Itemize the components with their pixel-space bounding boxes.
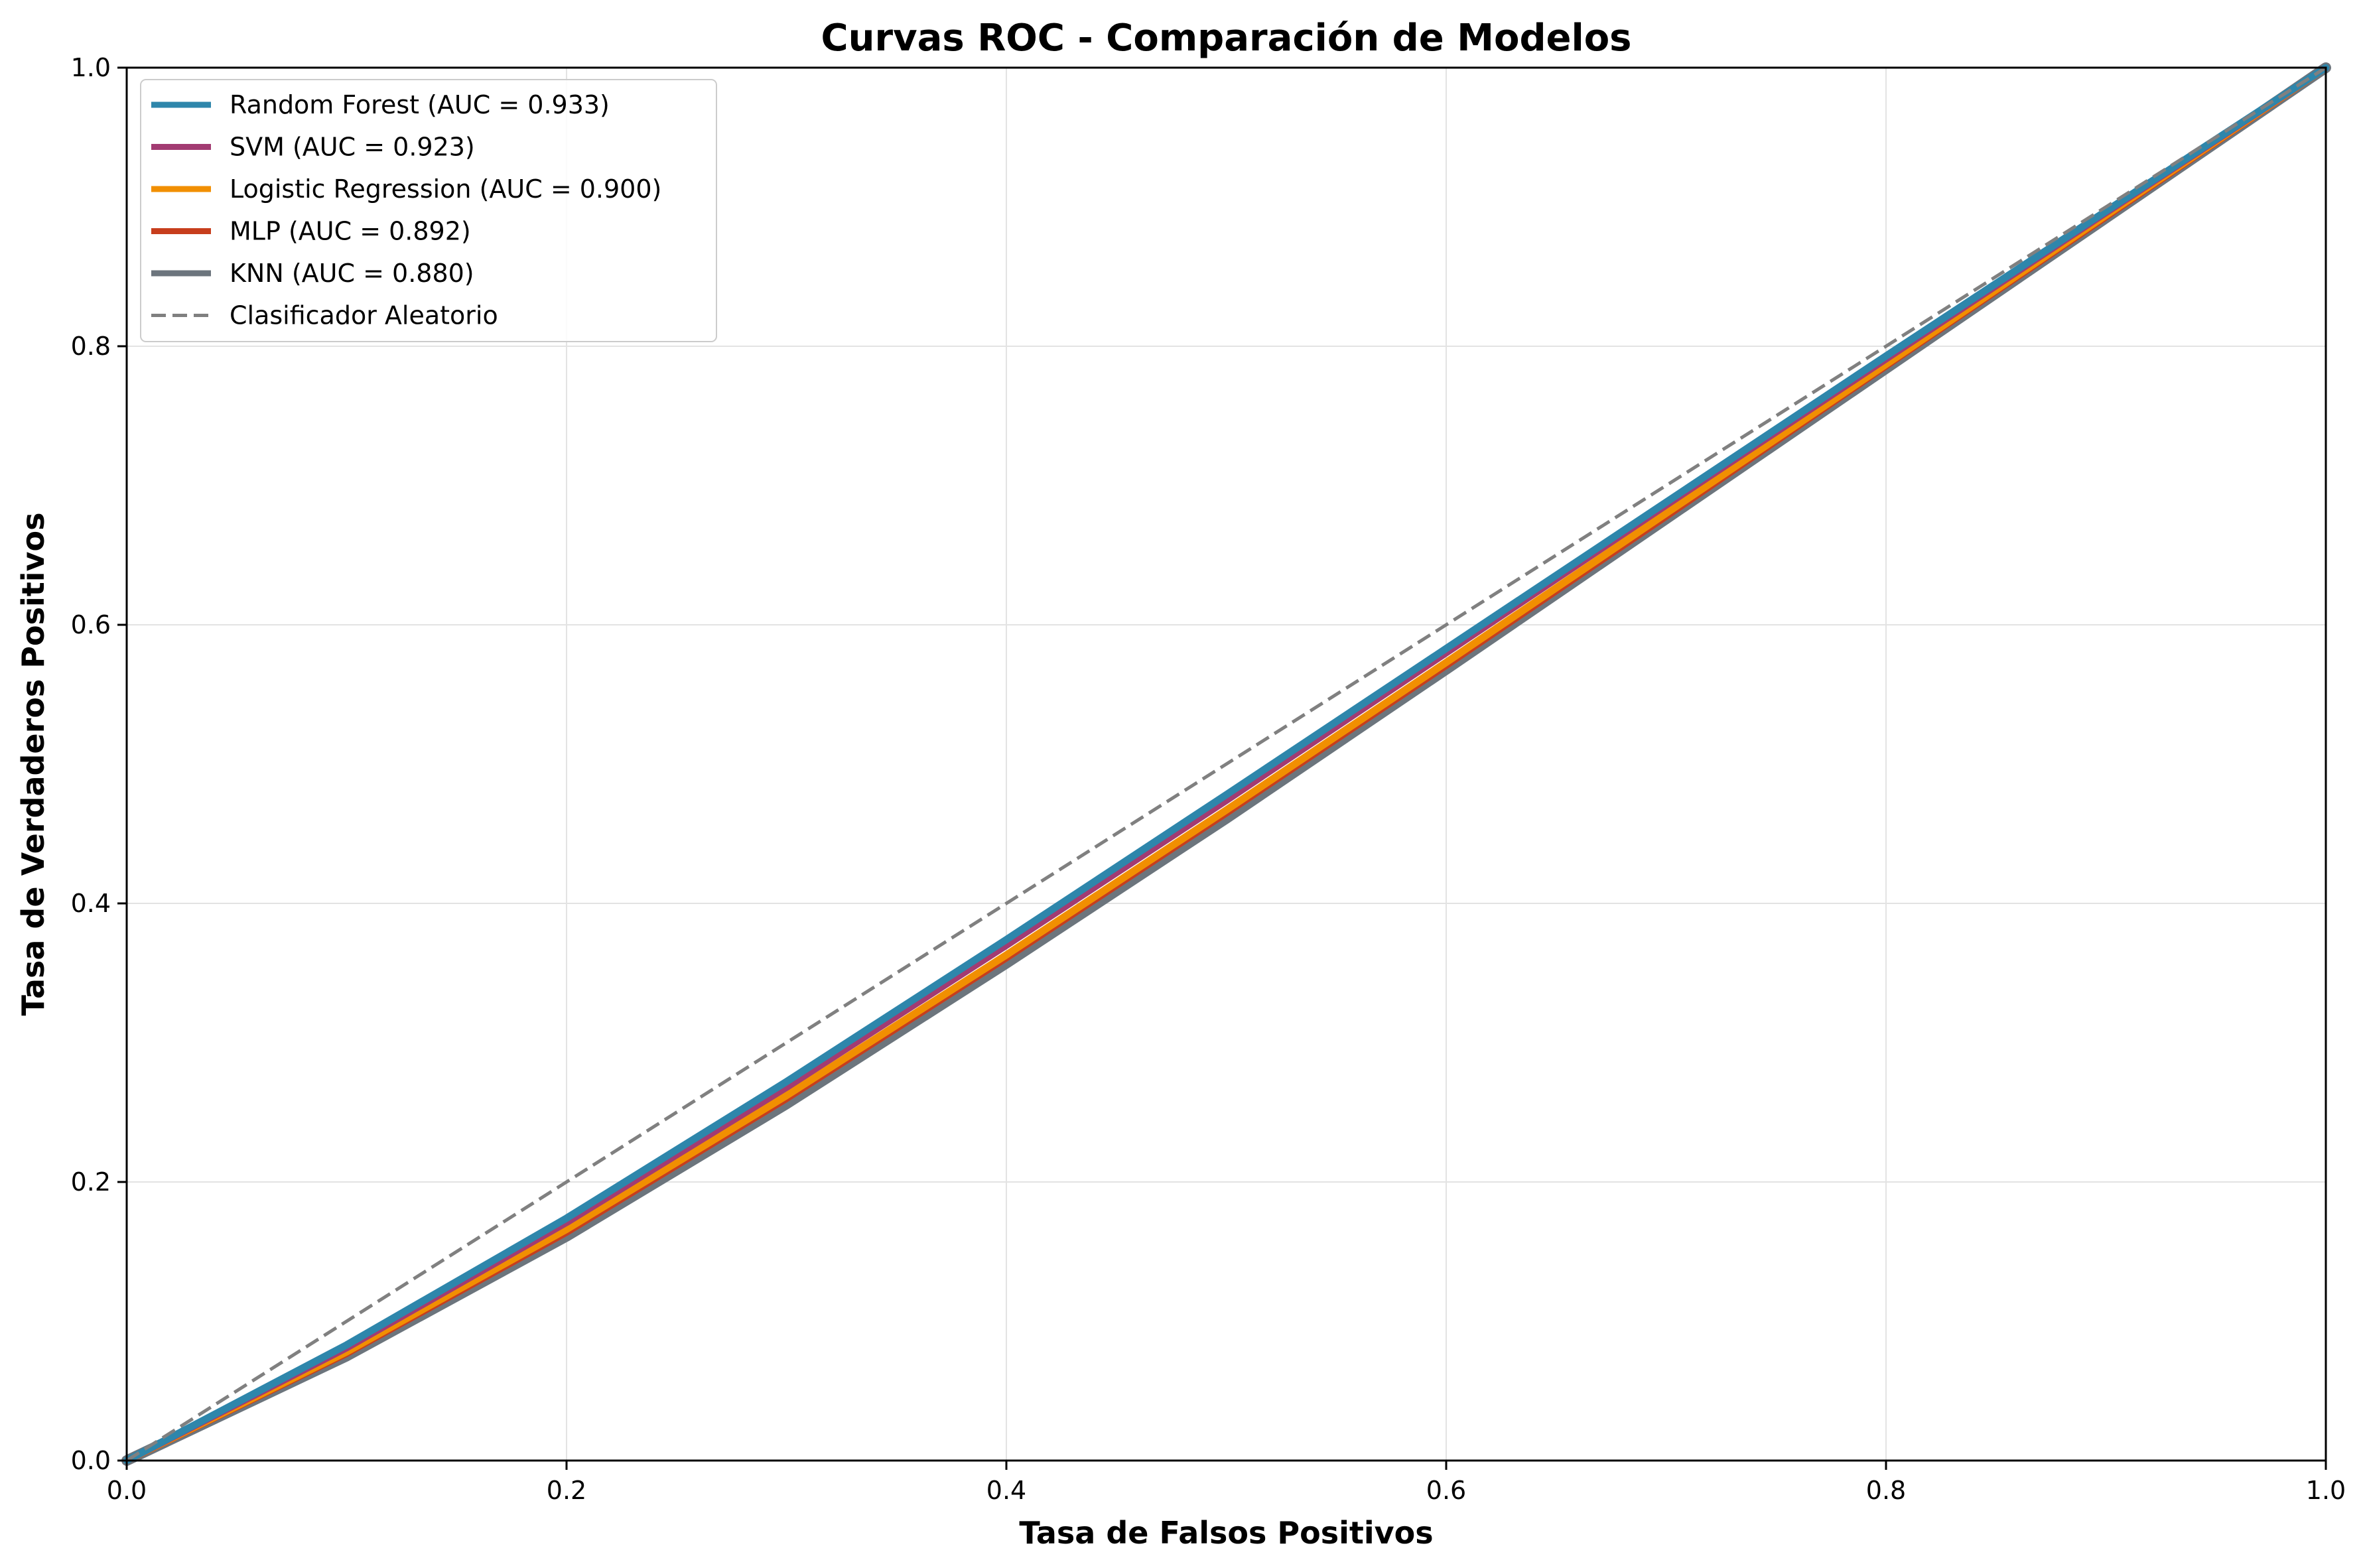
series-lines <box>121 62 2331 1466</box>
legend-label: SVM (AUC = 0.923) <box>230 133 475 162</box>
legend-label: Logistic Regression (AUC = 0.900) <box>230 174 661 204</box>
legend-label: Clasificador Aleatorio <box>230 301 498 330</box>
series-line-2 <box>123 64 2330 1465</box>
grid <box>126 67 2327 1461</box>
y-tick-label: 0.2 <box>71 1167 111 1197</box>
y-tick-label: 0.0 <box>71 1446 111 1475</box>
x-tick-label: 0.6 <box>1426 1476 1466 1505</box>
axis-ticks: 0.0 0.2 0.4 0.6 0.8 1.0 0.0 0.2 0.4 0.6 0.8 1.0 <box>71 53 2346 1505</box>
legend-label: MLP (AUC = 0.892) <box>230 217 471 246</box>
plot-frame <box>125 66 2327 1462</box>
legend-box <box>140 79 717 342</box>
x-tick-label: 0.0 <box>107 1476 147 1505</box>
legend-label: Random Forest (AUC = 0.933) <box>230 90 610 119</box>
x-tick-label: 0.2 <box>547 1476 586 1505</box>
y-axis-label: Tasa de Verdaderos Positivos <box>15 513 51 1016</box>
y-tick-label: 0.6 <box>71 610 111 639</box>
x-tick-label: 0.4 <box>986 1476 1026 1505</box>
x-tick-label: 0.8 <box>1866 1476 1906 1505</box>
legend-label: KNN (AUC = 0.880) <box>230 259 474 288</box>
chart-title: Curvas ROC - Comparación de Modelos <box>821 17 1631 60</box>
legend: Random Forest (AUC = 0.933) SVM (AUC = 0.… <box>140 79 717 342</box>
y-tick-label: 1.0 <box>71 53 111 82</box>
series-line-0 <box>123 64 2330 1465</box>
y-tick-label: 0.4 <box>71 889 111 918</box>
x-axis-label: Tasa de Falsos Positivos <box>1019 1515 1433 1551</box>
y-tick-label: 0.8 <box>71 332 111 361</box>
series-line-5 <box>125 66 2327 1463</box>
x-tick-label: 1.0 <box>2306 1476 2346 1505</box>
